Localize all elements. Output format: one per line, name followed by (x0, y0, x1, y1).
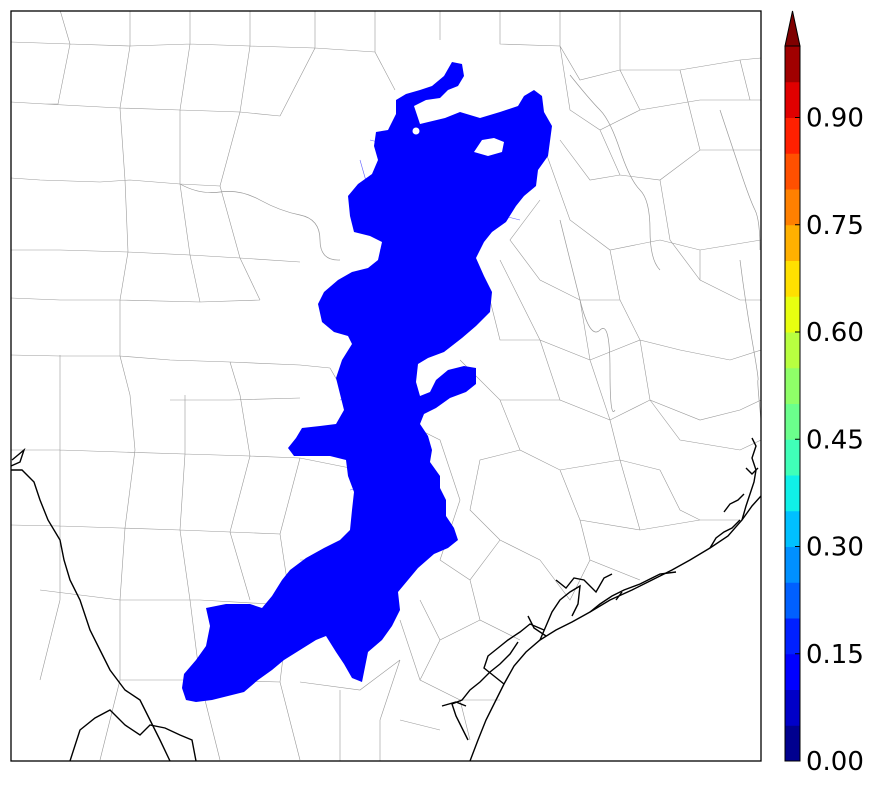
colorbar-level-0 (785, 725, 800, 762)
map-panel (10, 10, 762, 762)
coast-bays (441, 437, 759, 741)
colorbar-level-15 (785, 189, 800, 226)
coastline (11, 437, 761, 761)
colorbar-level-18 (785, 81, 800, 118)
map-frame (10, 10, 762, 762)
colorbar-level-16 (785, 153, 800, 190)
river-neches (719, 109, 761, 251)
colorbar-tick-label: 0.45 (806, 425, 864, 455)
colorbar-level-13 (785, 260, 800, 297)
colorbar-level-19 (785, 46, 800, 83)
colorbar-level-17 (785, 117, 800, 154)
coast-rio-grande-border (11, 447, 171, 761)
colorbar-level-1 (785, 689, 800, 726)
colorbar-level-7 (785, 475, 800, 512)
river-trinity (569, 74, 661, 271)
colorbar-outline (784, 45, 801, 762)
colorbar-tick-label: 0.90 (806, 104, 864, 134)
colorbar-level-9 (785, 403, 800, 440)
colorbar-level-8 (785, 439, 800, 476)
colorbar-level-6 (785, 510, 800, 547)
coast-mexico (69, 709, 197, 761)
colorbar-level-11 (785, 332, 800, 369)
colorbar-level-3 (785, 618, 800, 655)
colorbar-tick-label: 0.15 (806, 640, 864, 670)
river-brazos (179, 183, 341, 261)
colorbar-tick-label: 0.60 (806, 318, 864, 348)
county-lines-west (11, 11, 376, 761)
colorbar-level-4 (785, 582, 800, 619)
colorbar-tick-label: 0.75 (806, 211, 864, 241)
colorbar-extend-arrow (784, 10, 801, 47)
colorbar-tick-label: 0.00 (806, 747, 864, 777)
colorbar-level-10 (785, 367, 800, 404)
plume-area (182, 62, 552, 702)
colorbar-tick-label: 0.30 (806, 533, 864, 563)
river-colorado (559, 219, 616, 412)
colorbar-level-2 (785, 653, 800, 690)
colorbar-level-5 (785, 546, 800, 583)
colorbar-level-14 (785, 224, 800, 261)
colorbar-level-12 (785, 296, 800, 333)
river-lines (179, 74, 761, 421)
plume-hole (412, 127, 420, 135)
colorbar: 0.00 0.15 0.30 0.45 0.60 0.75 0.90 (784, 10, 864, 777)
river-sabine (739, 259, 761, 421)
